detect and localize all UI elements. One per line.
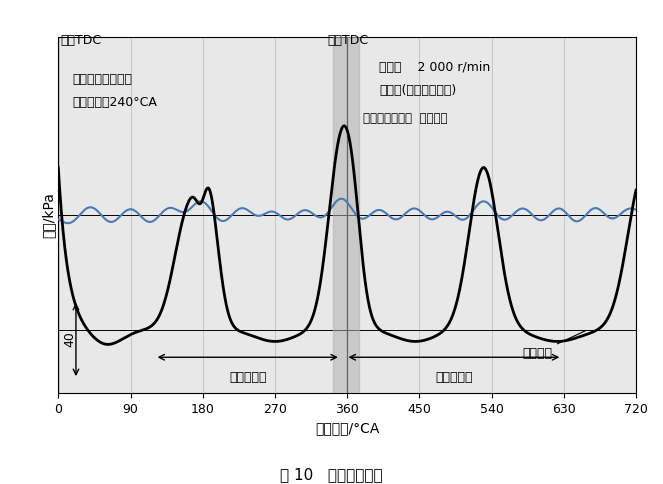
Text: 进气门打开: 进气门打开 (435, 371, 473, 384)
Text: 压缩TDC: 压缩TDC (60, 34, 101, 47)
Text: 计算值    2 000 r/min: 计算值 2 000 r/min (379, 60, 491, 74)
X-axis label: 曲轴转角/°CA: 曲轴转角/°CA (315, 421, 379, 435)
Text: 进排气重叠区域  进气压力: 进排气重叠区域 进气压力 (363, 112, 448, 125)
Text: 40: 40 (63, 332, 76, 348)
Text: 图 10   进排气压力波: 图 10 进排气压力波 (280, 467, 383, 482)
Text: 排气门打开: 排气门打开 (229, 371, 267, 384)
Text: 排气压力: 排气压力 (522, 331, 585, 360)
Text: 高负荷(非节气门全开): 高负荷(非节气门全开) (379, 84, 457, 97)
Text: 进气TDC: 进气TDC (327, 34, 368, 47)
Bar (333, 37, 359, 393)
Bar (333, 37, 359, 393)
Text: 单涌道涌轮增压器: 单涌道涌轮增压器 (73, 73, 133, 86)
Y-axis label: 压力/kPa: 压力/kPa (42, 192, 56, 238)
Text: 排气持续角240°CA: 排气持续角240°CA (73, 96, 158, 109)
